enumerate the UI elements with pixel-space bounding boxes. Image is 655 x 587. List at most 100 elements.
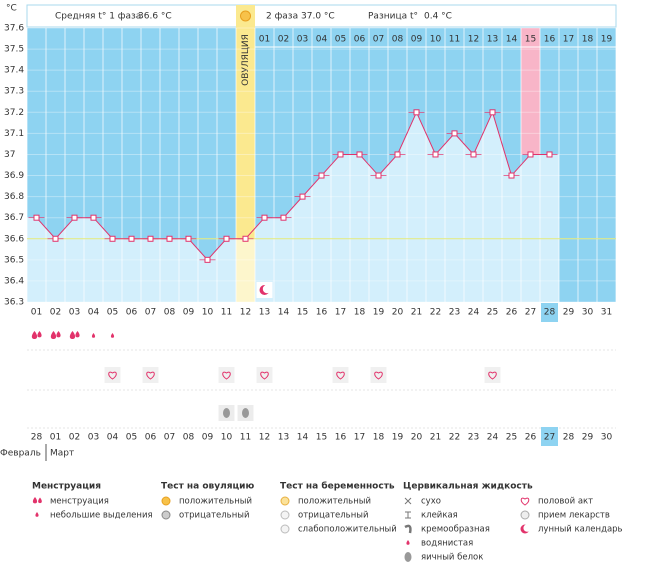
x-tick-label: 06 <box>126 308 138 318</box>
symbol-box <box>218 367 235 383</box>
temperature-point <box>508 172 515 179</box>
temperature-point <box>185 235 192 242</box>
symbol-box <box>256 367 273 383</box>
calendar-date: 04 <box>107 433 119 443</box>
calendar-date: 23 <box>468 433 479 443</box>
legend-icon <box>404 524 412 534</box>
calendar-date: 01 <box>50 433 61 443</box>
menstruation-light <box>91 333 96 338</box>
phase2-day: 11 <box>449 35 460 45</box>
legend-icon <box>520 497 530 506</box>
phase2-day: 15 <box>525 35 536 45</box>
calendar-date: 24 <box>487 433 499 443</box>
calendar-date: 11 <box>240 433 251 443</box>
menstruation-light <box>110 333 115 338</box>
phase2-day: 19 <box>601 35 613 45</box>
y-axis-unit: °C <box>6 4 17 14</box>
x-tick-label: 14 <box>278 308 290 318</box>
x-tick-label: 08 <box>164 308 176 318</box>
today-box <box>541 303 558 322</box>
temperature-point <box>527 151 534 158</box>
calendar-date: 30 <box>601 433 613 443</box>
symbol-box <box>142 367 159 383</box>
x-tick-label: 24 <box>468 308 480 318</box>
diff-label: Разница t° <box>368 12 418 22</box>
legend-icon <box>280 510 290 520</box>
calendar-date: 13 <box>278 433 289 443</box>
ovulation-column <box>236 5 255 239</box>
intercourse-heart <box>488 371 497 380</box>
x-tick-label: 29 <box>563 308 575 318</box>
intercourse-heart <box>222 371 231 380</box>
x-tick-label: 05 <box>107 308 118 318</box>
phase2-day: 18 <box>582 35 594 45</box>
y-tick-label: 36.9 <box>4 171 24 181</box>
x-tick-label: 21 <box>411 308 422 318</box>
x-tick-label: 16 <box>316 308 328 318</box>
egg-white-icon <box>223 408 230 418</box>
phase2-day: 03 <box>297 35 308 45</box>
phase2-value: 37.0 °C <box>301 12 335 22</box>
temperature-point <box>337 151 344 158</box>
intercourse-heart <box>146 371 155 380</box>
temperature-point <box>261 214 268 221</box>
legend-item: отрицательный <box>298 511 368 521</box>
legend-icon <box>35 512 39 517</box>
x-tick-label: 02 <box>50 308 61 318</box>
intercourse-heart <box>108 371 117 380</box>
calendar-date: 20 <box>411 433 423 443</box>
temperature-point <box>147 235 154 242</box>
temperature-point <box>90 214 97 221</box>
intercourse-heart <box>374 371 383 380</box>
temperature-point <box>33 214 40 221</box>
phase1-value: 36.6 °C <box>138 12 172 22</box>
calendar-date: 16 <box>335 433 347 443</box>
x-tick-label: 12 <box>240 308 251 318</box>
highlight-column <box>521 28 540 155</box>
x-tick-label: 17 <box>335 308 346 318</box>
calendar-date: 12 <box>259 433 270 443</box>
x-tick-label: 07 <box>145 308 156 318</box>
today-date-box <box>541 427 558 446</box>
calendar-date: 08 <box>183 433 195 443</box>
legend-icon <box>523 524 531 532</box>
calendar-date: 02 <box>69 433 80 443</box>
phase2-day: 05 <box>335 35 346 45</box>
symbol-box <box>484 367 501 383</box>
temperature-point <box>128 235 135 242</box>
legend-title: Тест на беременность <box>280 481 395 492</box>
calendar-date: 17 <box>354 433 365 443</box>
x-tick-label: 25 <box>487 308 498 318</box>
x-tick-label: 23 <box>449 308 460 318</box>
legend-item: водянистая <box>421 539 473 549</box>
phase2-day: 01 <box>259 35 270 45</box>
legend-item: менструация <box>50 497 109 507</box>
temperature-point <box>470 151 477 158</box>
x-tick-label: 18 <box>354 308 366 318</box>
legend-icon <box>161 510 171 520</box>
phase2-day: 04 <box>316 35 328 45</box>
calendar-date: 25 <box>506 433 517 443</box>
temperature-line <box>36 110 550 261</box>
y-tick-label: 37 <box>4 150 15 160</box>
legend-title: Менструация <box>32 482 101 492</box>
temperature-point <box>394 151 401 158</box>
legend-icon <box>161 496 171 506</box>
temperature-point <box>413 109 420 116</box>
x-tick-label: 03 <box>69 308 80 318</box>
legend-icon <box>280 524 290 534</box>
legend-icon <box>32 497 42 504</box>
temperature-point <box>546 151 553 158</box>
calendar-date: 06 <box>145 433 157 443</box>
phase2-day: 10 <box>430 35 442 45</box>
calendar-date: 15 <box>316 433 327 443</box>
y-tick-label: 36.3 <box>4 298 24 308</box>
legend-item: кремообразная <box>421 525 490 535</box>
symbol-box <box>104 367 121 383</box>
y-tick-label: 36.8 <box>4 192 24 202</box>
calendar-date: 18 <box>373 433 385 443</box>
phase2-day: 09 <box>411 35 423 45</box>
temperature-point <box>432 151 439 158</box>
symbol-box <box>332 367 349 383</box>
